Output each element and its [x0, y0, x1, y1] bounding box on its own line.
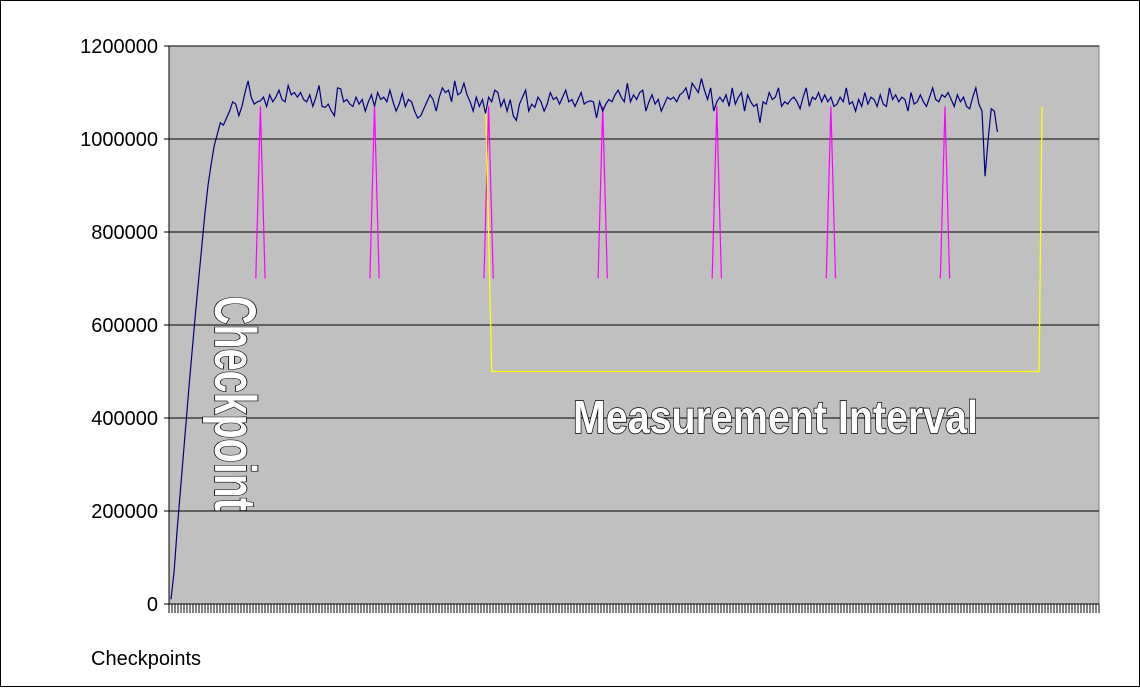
series-line: [170, 78, 999, 600]
checkpoint-marker: [255, 106, 266, 279]
y-tick-label: 800000: [91, 222, 158, 244]
x-axis-label: Checkpoints: [91, 648, 201, 670]
series-layer: [170, 78, 999, 600]
x-axis-ticks: [168, 604, 1100, 613]
checkpoint-marker: [939, 106, 951, 279]
y-tick-label: 600000: [91, 315, 158, 337]
checkpoint-marker: [483, 106, 494, 279]
y-tick-label: 1000000: [80, 129, 158, 151]
checkpoint-marker: [825, 106, 837, 279]
checkpoint-label: Checkpoint: [202, 296, 267, 511]
checkpoint-marker: [711, 106, 723, 279]
axes: [164, 45, 1099, 605]
y-axis-tick-labels: 0 200000 400000 600000 800000 1000000 1200000: [80, 36, 158, 616]
y-tick-label: 1200000: [80, 36, 158, 58]
measurement-interval-label: Measurement Interval: [573, 391, 978, 443]
measurement-interval-bracket: [485, 106, 1043, 373]
annotations: [255, 106, 1043, 373]
gridlines: [169, 45, 1099, 512]
y-tick-label: 0: [147, 594, 158, 616]
y-tick-label: 400000: [91, 408, 158, 430]
checkpoint-marker: [597, 106, 608, 279]
y-tick-label: 200000: [91, 501, 158, 523]
